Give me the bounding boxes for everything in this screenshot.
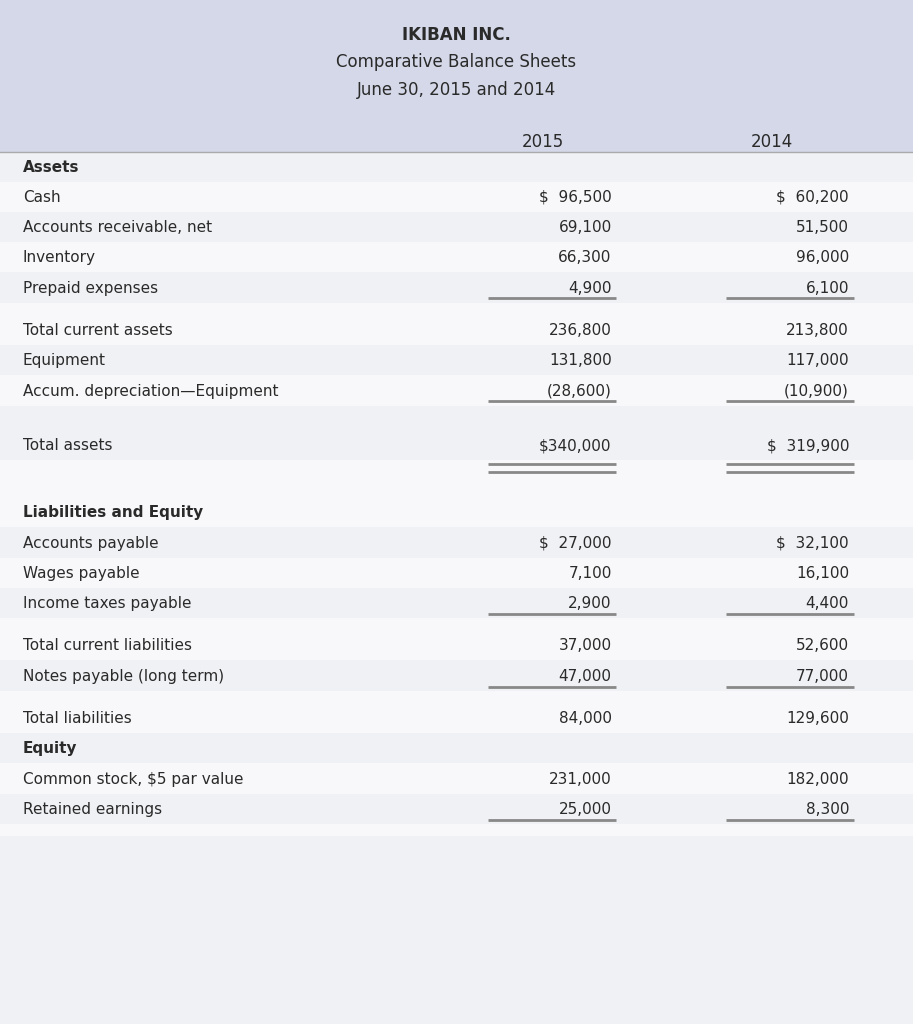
Text: 236,800: 236,800 bbox=[549, 324, 612, 338]
Bar bbox=[0, 242, 913, 272]
Text: 51,500: 51,500 bbox=[796, 220, 849, 236]
Text: $  27,000: $ 27,000 bbox=[540, 536, 612, 551]
Text: 25,000: 25,000 bbox=[559, 802, 612, 817]
Text: (28,600): (28,600) bbox=[547, 384, 612, 398]
Text: 37,000: 37,000 bbox=[559, 639, 612, 653]
Bar bbox=[0, 345, 913, 375]
Text: 77,000: 77,000 bbox=[796, 669, 849, 684]
Text: 2015: 2015 bbox=[522, 133, 564, 152]
Text: 69,100: 69,100 bbox=[559, 220, 612, 236]
Text: Cash: Cash bbox=[23, 190, 60, 205]
Text: 2,900: 2,900 bbox=[568, 596, 612, 611]
Text: Equipment: Equipment bbox=[23, 353, 106, 369]
Text: 2014: 2014 bbox=[750, 133, 792, 152]
Bar bbox=[0, 430, 913, 460]
Text: $  60,200: $ 60,200 bbox=[776, 190, 849, 205]
Bar bbox=[0, 375, 913, 406]
Text: 231,000: 231,000 bbox=[549, 772, 612, 786]
Text: 6,100: 6,100 bbox=[805, 281, 849, 296]
Bar bbox=[0, 302, 913, 314]
Bar bbox=[0, 152, 913, 182]
Text: $  32,100: $ 32,100 bbox=[776, 536, 849, 551]
Bar bbox=[0, 690, 913, 702]
Bar bbox=[0, 406, 913, 418]
Bar bbox=[0, 212, 913, 242]
Text: $  319,900: $ 319,900 bbox=[767, 438, 849, 454]
Text: Assets: Assets bbox=[23, 160, 79, 175]
Bar bbox=[0, 497, 913, 527]
Text: 16,100: 16,100 bbox=[796, 566, 849, 581]
Text: Equity: Equity bbox=[23, 741, 78, 757]
Text: Common stock, $5 par value: Common stock, $5 par value bbox=[23, 772, 244, 786]
Bar bbox=[0, 733, 913, 763]
Text: Total current assets: Total current assets bbox=[23, 324, 173, 338]
Text: $340,000: $340,000 bbox=[540, 438, 612, 454]
Bar bbox=[0, 527, 913, 557]
Text: Wages payable: Wages payable bbox=[23, 566, 140, 581]
Text: Comparative Balance Sheets: Comparative Balance Sheets bbox=[336, 53, 577, 72]
Text: 131,800: 131,800 bbox=[549, 353, 612, 369]
Bar bbox=[0, 823, 913, 836]
Text: Retained earnings: Retained earnings bbox=[23, 802, 162, 817]
Bar bbox=[0, 588, 913, 617]
Text: 8,300: 8,300 bbox=[805, 802, 849, 817]
Text: (10,900): (10,900) bbox=[784, 384, 849, 398]
Bar bbox=[0, 557, 913, 588]
Text: Inventory: Inventory bbox=[23, 251, 96, 265]
Text: 52,600: 52,600 bbox=[796, 639, 849, 653]
Bar bbox=[0, 272, 913, 302]
Text: Prepaid expenses: Prepaid expenses bbox=[23, 281, 158, 296]
Bar bbox=[0, 660, 913, 690]
Text: Accum. depreciation—Equipment: Accum. depreciation—Equipment bbox=[23, 384, 278, 398]
Text: 182,000: 182,000 bbox=[786, 772, 849, 786]
Text: IKIBAN INC.: IKIBAN INC. bbox=[402, 26, 511, 44]
Text: 4,900: 4,900 bbox=[568, 281, 612, 296]
Bar bbox=[0, 794, 913, 823]
Text: Notes payable (long term): Notes payable (long term) bbox=[23, 669, 224, 684]
Text: Liabilities and Equity: Liabilities and Equity bbox=[23, 506, 203, 520]
Text: Total assets: Total assets bbox=[23, 438, 112, 454]
Bar bbox=[0, 472, 913, 484]
Text: Accounts receivable, net: Accounts receivable, net bbox=[23, 220, 212, 236]
Text: 84,000: 84,000 bbox=[559, 712, 612, 726]
Text: June 30, 2015 and 2014: June 30, 2015 and 2014 bbox=[357, 81, 556, 99]
Bar bbox=[0, 484, 913, 497]
Text: 4,400: 4,400 bbox=[805, 596, 849, 611]
Text: Accounts payable: Accounts payable bbox=[23, 536, 159, 551]
Bar bbox=[0, 630, 913, 660]
Text: 96,000: 96,000 bbox=[796, 251, 849, 265]
Bar bbox=[0, 460, 913, 472]
Text: 117,000: 117,000 bbox=[786, 353, 849, 369]
Bar bbox=[0, 314, 913, 345]
Text: 7,100: 7,100 bbox=[568, 566, 612, 581]
Text: Total liabilities: Total liabilities bbox=[23, 712, 131, 726]
Text: Total current liabilities: Total current liabilities bbox=[23, 639, 192, 653]
Bar bbox=[0, 418, 913, 430]
Bar bbox=[0, 763, 913, 794]
Text: 66,300: 66,300 bbox=[559, 251, 612, 265]
Text: 129,600: 129,600 bbox=[786, 712, 849, 726]
Bar bbox=[0, 182, 913, 212]
Bar bbox=[0, 0, 913, 152]
Text: 47,000: 47,000 bbox=[559, 669, 612, 684]
Bar bbox=[0, 702, 913, 733]
Text: $  96,500: $ 96,500 bbox=[539, 190, 612, 205]
Text: Income taxes payable: Income taxes payable bbox=[23, 596, 192, 611]
Text: 213,800: 213,800 bbox=[786, 324, 849, 338]
Bar bbox=[0, 617, 913, 630]
